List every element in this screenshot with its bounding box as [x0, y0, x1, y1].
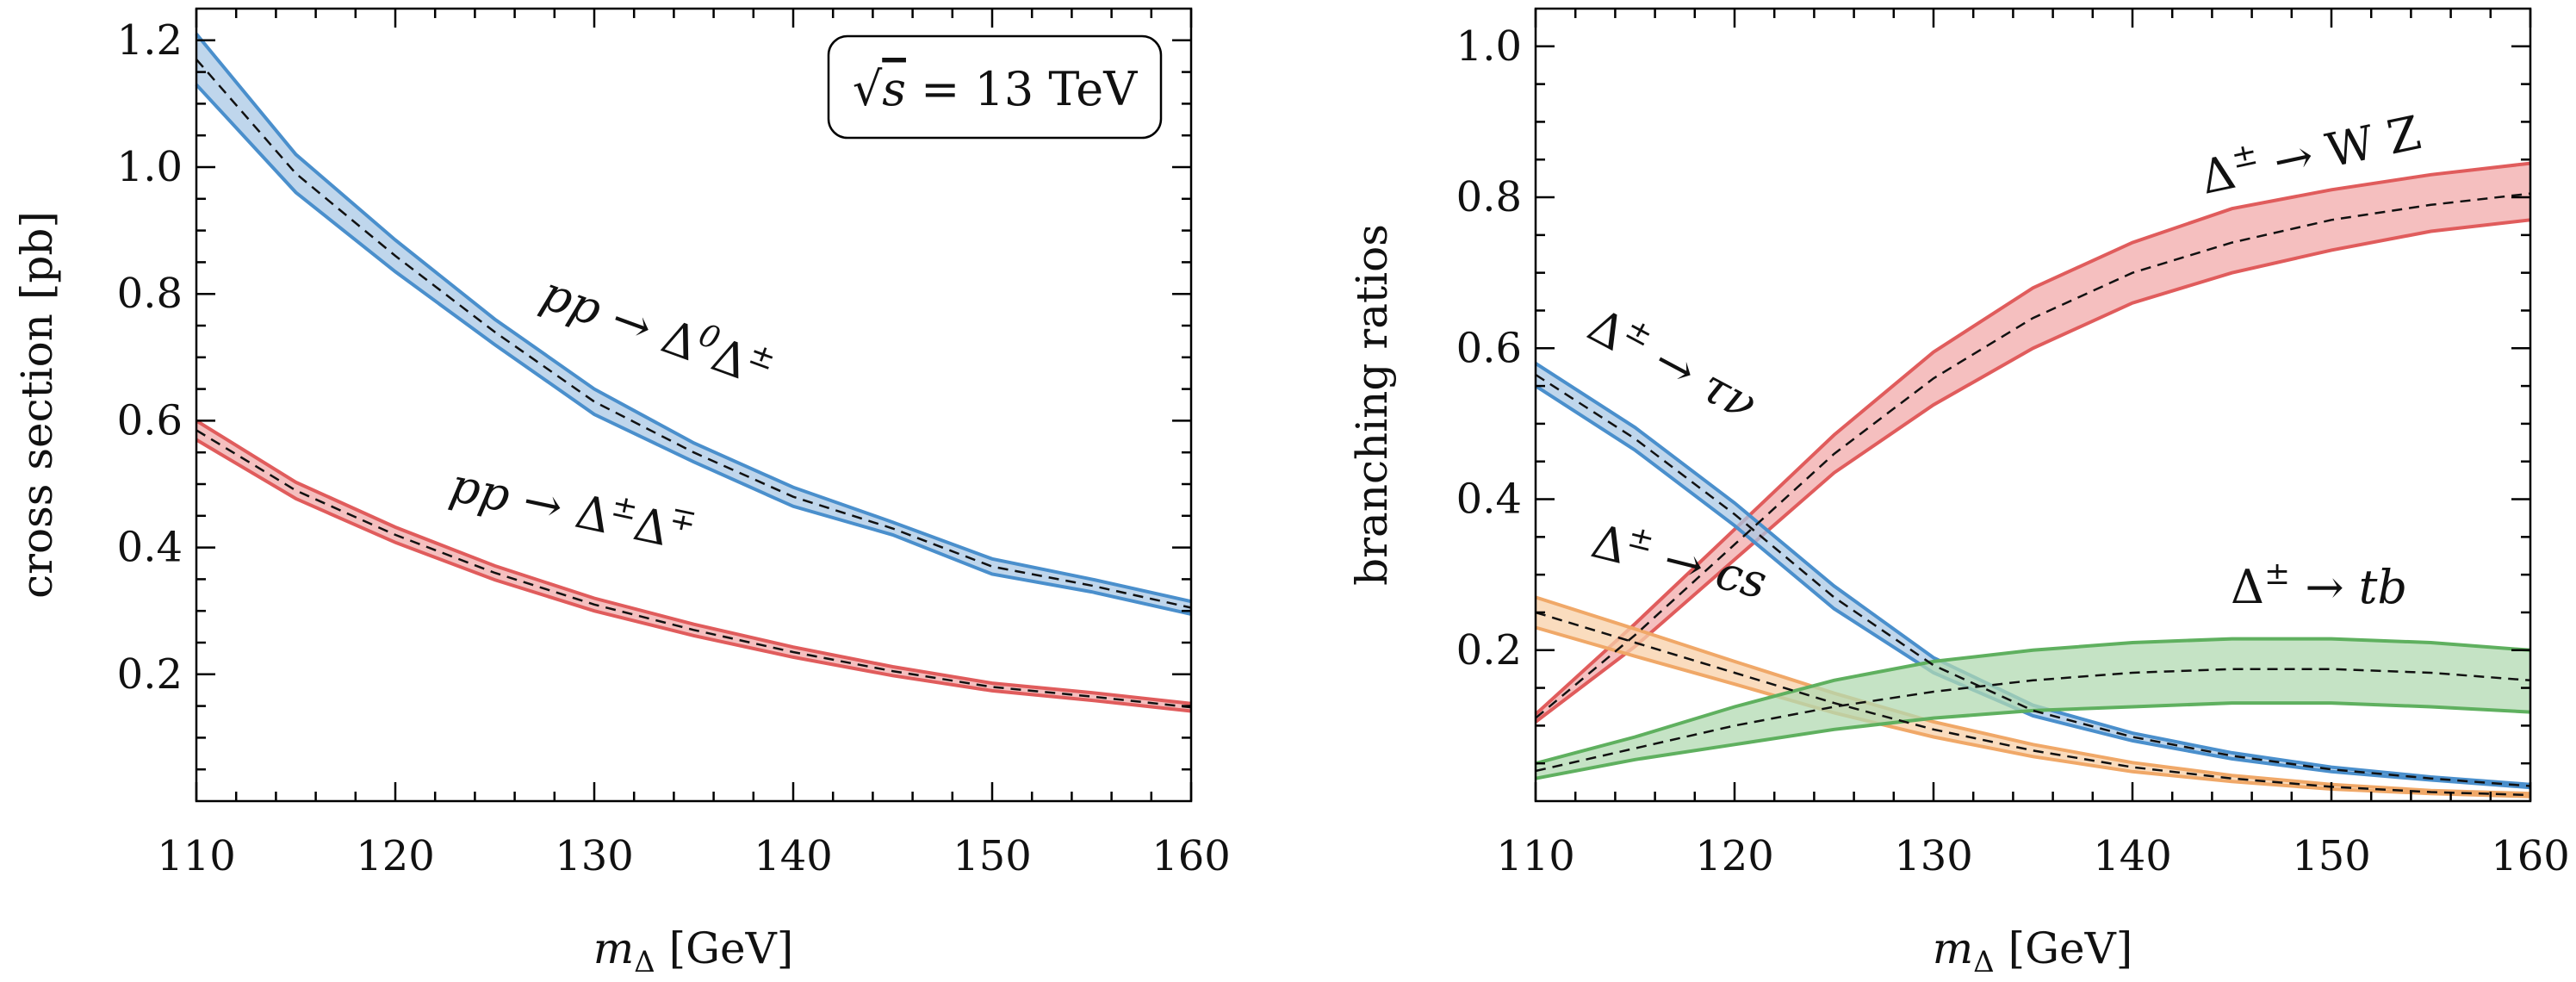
- y-tick-label-1.0: 1.0: [117, 143, 183, 191]
- x-tick-label-150: 150: [2292, 832, 2371, 880]
- p1-s2-central-line: [1535, 611, 2531, 797]
- y-tick-label-1.0: 1.0: [1456, 22, 1522, 71]
- p1-s0-central-line: [1535, 192, 2531, 719]
- y-tick-label-0.8: 0.8: [1456, 173, 1522, 221]
- p1-s3-central-line: [1535, 668, 2531, 773]
- p0-s0-central-line: [196, 59, 1192, 609]
- p1-s0-lower-edge: [1534, 218, 2531, 724]
- p1-s2-upper-edge: [1535, 595, 2531, 796]
- p1-s3-lower-edge: [1535, 701, 2531, 780]
- x-tick-label-140: 140: [2093, 832, 2172, 880]
- p1-s2-lower-edge: [1535, 625, 2531, 799]
- y-tick-label-0.4: 0.4: [117, 524, 183, 572]
- right-y-axis-label: branching ratios: [1347, 224, 1397, 586]
- x-tick-label-160: 160: [1151, 832, 1231, 880]
- y-tick-label-1.2: 1.2: [117, 16, 183, 65]
- y-tick-label-0.2: 0.2: [1456, 626, 1522, 674]
- y-tick-label-0.4: 0.4: [1456, 475, 1522, 524]
- right-plot-frame: [1534, 7, 2532, 803]
- p1-s1-lower-edge: [1534, 384, 2531, 790]
- x-tick-label-150: 150: [953, 832, 1032, 880]
- p0-s0-lower-edge: [195, 83, 1192, 616]
- x-tick-label-110: 110: [1496, 832, 1575, 880]
- legend-box: √s = 13 TeV: [827, 34, 1163, 140]
- p0-s1-upper-edge: [195, 419, 1192, 705]
- cross-section-panel: 110 120 130 140 150 160 0.2 0.4 0.6 0.8 1.0 1.2 mΔ …: [12, 7, 1231, 979]
- x-tick-label-110: 110: [157, 832, 236, 880]
- label-tb: Δ± → tb: [2231, 556, 2407, 614]
- y-tick-label-0.2: 0.2: [117, 650, 183, 699]
- p1-s0-upper-edge: [1534, 161, 2531, 716]
- x-tick-label-160: 160: [2491, 832, 2570, 880]
- p1-s1-central-line: [1535, 373, 2531, 787]
- p0-s1-band: [196, 420, 1191, 712]
- left-y-axis-label: cross section [pb]: [12, 211, 62, 599]
- y-tick-label-0.8: 0.8: [117, 270, 183, 318]
- x-tick-label-130: 130: [1894, 832, 1973, 880]
- p1-s3-upper-edge: [1535, 637, 2531, 766]
- y-tick-label-0.6: 0.6: [1456, 324, 1522, 372]
- left-x-axis-label: mΔ [GeV]: [593, 923, 794, 979]
- p1-s0-band: [1536, 163, 2530, 723]
- right-x-axis-label: mΔ [GeV]: [1933, 923, 2133, 979]
- x-tick-label-120: 120: [1695, 832, 1774, 880]
- p0-s1-central-line: [196, 429, 1192, 709]
- x-tick-label-130: 130: [555, 832, 634, 880]
- branching-ratio-panel: 110 120 130 140 150 160 0.2 0.4 0.6 0.8 1.0 mΔ [Ge…: [1347, 7, 2570, 979]
- p0-s0-upper-edge: [195, 33, 1192, 604]
- label-pp-deltapm-deltamp: pp → Δ±Δ∓: [445, 454, 699, 562]
- p1-s3-band: [1536, 638, 2530, 779]
- y-tick-label-0.6: 0.6: [117, 396, 183, 444]
- left-plot-frame: [195, 7, 1193, 803]
- energy-label: √s = 13 TeV: [853, 62, 1138, 116]
- x-tick-label-140: 140: [754, 832, 833, 880]
- p0-s1-lower-edge: [195, 438, 1192, 713]
- x-tick-label-120: 120: [356, 832, 435, 880]
